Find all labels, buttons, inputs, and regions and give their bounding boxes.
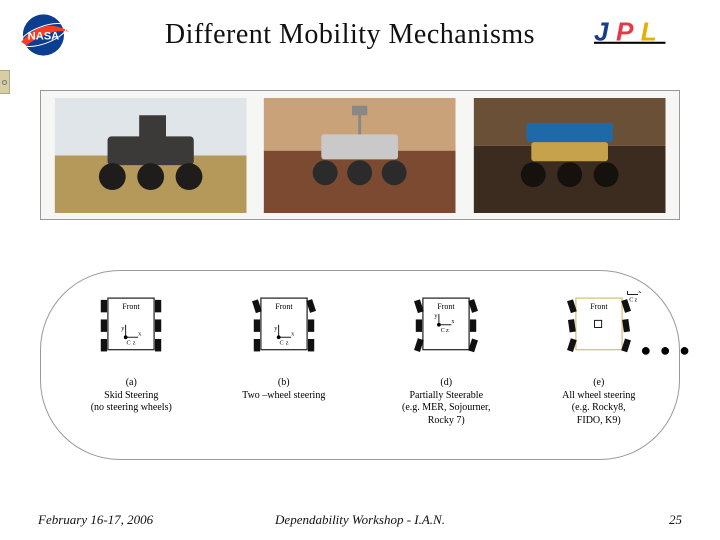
side-tab-decoration [0,70,10,94]
svg-text:x: x [452,318,456,325]
diagram-front-label: Front [590,302,608,311]
diagram-a: Front y x C z [76,291,186,371]
diagram-label-a: (a) Skid Steering (no steering wheels) [91,377,172,415]
svg-text:y: y [435,313,439,320]
svg-text:C: C [127,339,131,346]
svg-text:x: x [291,330,295,337]
diagram-panel: Front y x C z [40,270,680,460]
svg-text:C: C [441,327,445,334]
photo-rover-2 [260,98,459,213]
side-tab-eye [2,80,7,85]
nasa-logo: NASA [16,11,76,59]
svg-text:x: x [138,330,142,337]
jpl-logo: J P L [594,17,704,52]
photo-row [40,90,680,220]
slide-title: Different Mobility Mechanisms [106,19,594,51]
diagram-label-e: (e) All wheel steering (e.g. Rocky8, FID… [562,377,635,427]
diagram-d: Front y C x z [391,291,501,371]
footer-workshop: Dependability Workshop - I.A.N. [253,512,468,528]
diagram-label-d: (d) Partially Steerable (e.g. MER, Sojou… [402,377,490,427]
slide: NASA Different Mobility Mechanisms J P L [0,0,720,540]
diagram-front-label: Front [438,302,456,311]
photo-rover-1 [51,98,250,213]
svg-text:x: x [638,291,642,295]
svg-text:NASA: NASA [28,30,60,42]
footer-date: February 16-17, 2006 [38,512,253,528]
diagram-col-d: Front y C x z [366,291,526,427]
svg-text:z: z [446,327,449,334]
svg-text:y: y [121,325,125,332]
footer-page: 25 [467,512,682,528]
svg-text:z: z [634,297,637,304]
diagram-front-label: Front [275,302,293,311]
diagram-col-b: Front y x C z [214,291,354,402]
svg-text:C: C [629,297,633,304]
svg-text:z: z [133,339,136,346]
svg-text:y: y [274,325,278,332]
svg-text:z: z [286,339,289,346]
slide-footer: February 16-17, 2006 Dependability Works… [0,512,720,528]
ellipsis-icon: ● ● ● [640,340,692,361]
diagram-col-a: Front y x C z [61,291,201,415]
slide-header: NASA Different Mobility Mechanisms J P L [0,10,720,60]
diagram-b: Front y x C z [229,291,339,371]
diagram-front-label: Front [123,302,141,311]
svg-text:C: C [279,339,283,346]
diagram-e: y x C z Front [544,291,654,371]
diagram-label-b: (b) Two –wheel steering [242,377,325,402]
photo-rover-3 [470,98,669,213]
